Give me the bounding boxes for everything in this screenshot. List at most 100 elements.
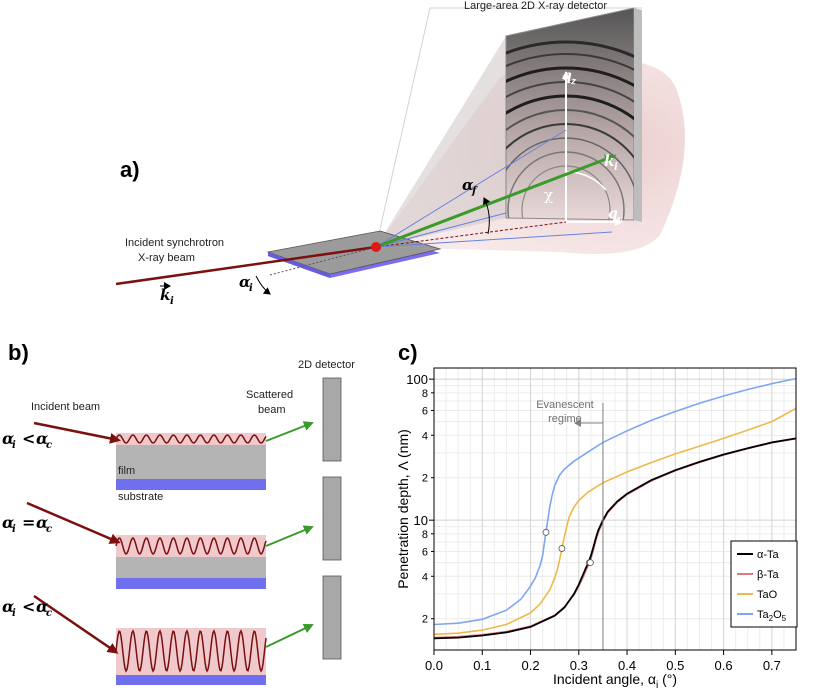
annotation-line2: regime bbox=[548, 413, 582, 425]
series-line bbox=[433, 407, 797, 636]
y-tick-label-minor: 4 bbox=[422, 571, 428, 583]
alpha-i-symbol: α i bbox=[239, 273, 253, 294]
x-axis-label-unit: (°) bbox=[658, 671, 677, 687]
substrate-label: substrate bbox=[118, 491, 163, 503]
alpha-c: α bbox=[36, 597, 48, 616]
qy-label-group: q y bbox=[608, 206, 623, 225]
x-tick-label: 0.6 bbox=[715, 658, 733, 673]
cone-dark-wedge bbox=[376, 36, 506, 247]
x-axis-label-main: Incident angle, α bbox=[553, 671, 656, 687]
row-1: film substrate α i < α c bbox=[2, 377, 342, 503]
legend-box bbox=[730, 540, 798, 628]
beam-label-line2: X-ray beam bbox=[138, 252, 195, 264]
alpha-sub: i bbox=[12, 440, 16, 451]
x-tick-label: 0.7 bbox=[763, 658, 781, 673]
scattered-arrow bbox=[265, 525, 314, 547]
alpha-f-symbol: α f bbox=[462, 176, 478, 197]
panel-b: b) 2D detector Incident beam Scattered b… bbox=[2, 340, 355, 685]
alpha-i: α bbox=[239, 273, 251, 291]
alpha-c: α bbox=[36, 429, 48, 448]
scattered-arrow bbox=[265, 421, 314, 442]
row-2: α i = α c bbox=[2, 476, 342, 589]
alpha-c-sub: c bbox=[46, 524, 52, 535]
legend-label: β-Ta bbox=[757, 569, 779, 581]
y-tick-label-minor: 2 bbox=[422, 614, 428, 626]
detector-plate bbox=[322, 476, 342, 561]
ki-sub: i bbox=[170, 296, 174, 307]
film-label: film bbox=[118, 465, 135, 477]
chi-label: χ bbox=[544, 186, 553, 204]
alpha-f: α bbox=[462, 176, 474, 194]
scattered-label-line2: beam bbox=[258, 404, 286, 416]
y-tick-label-minor: 6 bbox=[422, 546, 428, 558]
y-tick-label-minor: 8 bbox=[422, 388, 428, 400]
alpha-c-sub: c bbox=[46, 608, 52, 619]
legend-label-tail: O bbox=[773, 609, 782, 621]
alpha-i-sub: i bbox=[249, 283, 253, 294]
legend-label-sub: 2 bbox=[769, 614, 774, 623]
x-tick-label: 0.0 bbox=[425, 658, 443, 673]
alpha: α bbox=[2, 597, 14, 616]
plot-frame bbox=[433, 367, 797, 651]
x-axis-label-sub: i bbox=[656, 680, 658, 691]
legend-label-main: β-Ta bbox=[757, 569, 779, 581]
y-tick-label-minor: 8 bbox=[422, 529, 428, 541]
detector-2d-label: 2D detector bbox=[298, 359, 355, 371]
incident-beam bbox=[115, 245, 377, 286]
incident-arrow bbox=[33, 421, 121, 444]
beam-label-line1: Incident synchrotron bbox=[125, 237, 224, 249]
kf-sub: i bbox=[614, 162, 618, 173]
substrate-layer bbox=[116, 578, 266, 589]
scattered-label-line1: Scattered bbox=[246, 389, 293, 401]
alpha: α bbox=[2, 429, 14, 448]
panel-b-label: b) bbox=[8, 340, 29, 365]
alpha-i-arc bbox=[255, 275, 271, 295]
critical-angle-marker bbox=[542, 528, 550, 536]
x-axis-label: Incident angle, αi (°) bbox=[553, 671, 677, 691]
x-ticks: 0.0 0.1 0.2 0.3 0.4 0.5 0.6 0.7 bbox=[425, 650, 781, 673]
relation: = bbox=[22, 513, 35, 532]
y-ticks: 10 100 2 4 6 8 2 4 6 8 bbox=[406, 372, 434, 626]
evanescent-annotation: Evanescent regime bbox=[536, 399, 604, 650]
critical-angle-marker bbox=[558, 545, 566, 552]
legend-label-sub2: 5 bbox=[782, 614, 787, 623]
scattered-arrow bbox=[265, 623, 314, 648]
qy-label: q bbox=[608, 206, 618, 222]
blue-ray-upper bbox=[375, 129, 567, 248]
film-layer bbox=[116, 445, 266, 479]
legend-label-main: Ta bbox=[757, 609, 770, 621]
legend-label: α-Ta bbox=[757, 549, 780, 561]
film-layer bbox=[116, 557, 266, 578]
transmitted-dashed bbox=[375, 221, 567, 248]
alpha-sub: i bbox=[12, 608, 16, 619]
x-tick-label: 0.5 bbox=[666, 658, 684, 673]
legend-label-main: α-Ta bbox=[757, 549, 780, 561]
y-tick-label-minor: 2 bbox=[422, 473, 428, 485]
x-tick-label: 0.4 bbox=[618, 658, 636, 673]
panel-a: a) Large-area 2D X-ray detector Incident… bbox=[115, 0, 685, 307]
x-tick-label: 0.2 bbox=[521, 658, 539, 673]
critical-angle-marker bbox=[586, 559, 594, 567]
beam-spot bbox=[371, 242, 381, 252]
alpha: α bbox=[2, 513, 14, 532]
blue-ray-mid bbox=[375, 212, 507, 248]
annotation-line1: Evanescent bbox=[536, 399, 593, 411]
qy-sub: y bbox=[616, 215, 623, 225]
y-tick-label-major: 10 bbox=[414, 513, 428, 528]
curves bbox=[433, 377, 797, 640]
qz-label-group: q z bbox=[562, 68, 577, 87]
x-tick-label: 0.1 bbox=[473, 658, 491, 673]
series-line bbox=[433, 437, 797, 640]
panel-c: c) Evanescent regime 0.0 0.1 0.2 0.3 0.4 0.5 0… bbox=[395, 340, 798, 691]
incident-beam-label: Incident beam bbox=[31, 401, 100, 413]
y-tick-label-minor: 4 bbox=[422, 430, 428, 442]
row-3: α i < α c bbox=[2, 575, 342, 685]
ki-incident-symbol: k i bbox=[160, 282, 174, 307]
detector-label: Large-area 2D X-ray detector bbox=[464, 0, 607, 12]
alpha-sub: i bbox=[12, 524, 16, 535]
y-tick-label-major: 100 bbox=[406, 372, 428, 387]
qz-sub: z bbox=[570, 77, 577, 87]
substrate-layer bbox=[116, 479, 266, 490]
